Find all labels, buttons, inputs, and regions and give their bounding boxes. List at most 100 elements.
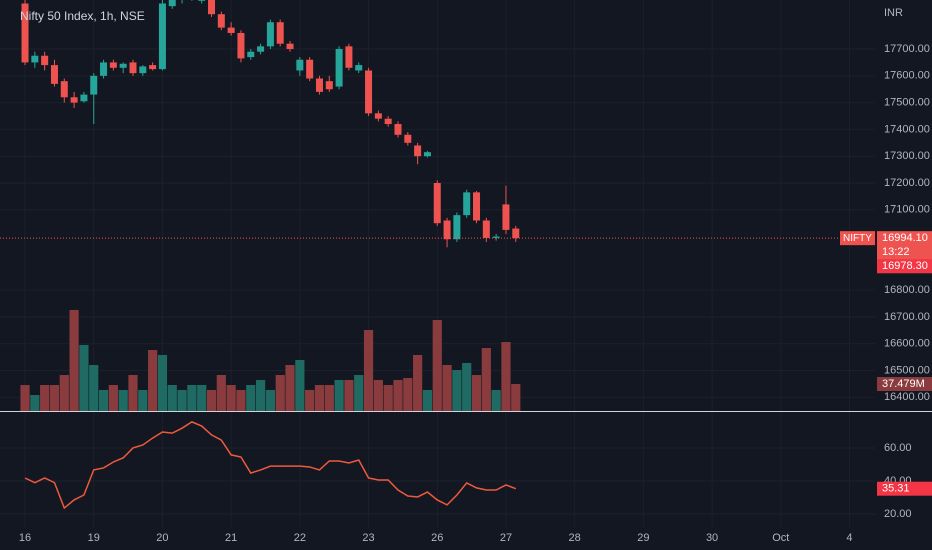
volume-bar <box>481 347 491 411</box>
x-tick-label: 22 <box>294 532 306 544</box>
price-pane <box>0 0 875 248</box>
candle-body <box>198 0 206 1</box>
volume-bar <box>471 374 482 411</box>
volume-bar <box>363 329 374 411</box>
volume-bar <box>246 385 256 411</box>
candle-body <box>70 97 78 103</box>
volume-bar <box>108 385 118 411</box>
y-tick-label: 16800.00 <box>884 284 930 296</box>
rsi-pane <box>24 421 517 510</box>
candle-body <box>217 14 225 28</box>
candle-body <box>473 192 481 221</box>
price-label: 16994.10 <box>882 232 928 244</box>
volume-bar <box>265 389 276 411</box>
candle-body <box>109 62 117 68</box>
candle-body <box>345 46 353 68</box>
candle-body <box>129 62 137 74</box>
x-tick-label: 29 <box>637 532 649 544</box>
volume-bar <box>69 309 79 411</box>
candle-body <box>227 27 235 33</box>
y-tick-label: 60.00 <box>884 442 912 454</box>
candle-body <box>384 118 392 125</box>
candle-body <box>335 49 343 87</box>
rsi-line <box>24 421 517 510</box>
candle-body <box>149 65 157 70</box>
volume-bar <box>98 389 109 411</box>
volume-bar <box>79 344 89 411</box>
volume-pane <box>20 309 521 411</box>
candle-body <box>158 3 166 70</box>
candle-body <box>257 46 265 52</box>
chart-title: Nifty 50 Index, 1h, NSE <box>20 9 145 23</box>
volume-bar <box>89 364 99 411</box>
y-tick-label: 17400.00 <box>884 123 930 135</box>
x-tick-label: 26 <box>431 532 443 544</box>
candle-body <box>355 65 363 71</box>
volume-bar <box>118 389 128 411</box>
volume-bar <box>383 385 393 411</box>
rsi-badge <box>877 481 932 496</box>
volume-bar <box>285 364 295 411</box>
volume-bar <box>216 374 226 411</box>
x-tick-label: 4 <box>846 532 852 544</box>
volume-bar <box>334 379 344 411</box>
volume-bar <box>30 395 40 411</box>
y-tick-label: 16600.00 <box>884 338 930 350</box>
volume-bar <box>442 364 452 411</box>
candle-body <box>276 22 284 44</box>
candle-body <box>100 62 108 76</box>
volume-badge <box>877 377 932 392</box>
x-tick-label: 19 <box>88 532 100 544</box>
candle-body <box>208 0 216 15</box>
volume-bar <box>197 385 207 411</box>
candle-body <box>404 134 412 143</box>
volume-bar <box>255 379 266 411</box>
y-tick-label: 17700.00 <box>884 43 930 55</box>
volume-bar <box>314 385 325 411</box>
y-tick-label: 16400.00 <box>884 391 930 403</box>
y-tick-label: 17600.00 <box>884 70 930 82</box>
volume-bar <box>187 385 197 411</box>
symbol-label: NIFTY <box>843 233 872 244</box>
volume-bar <box>275 374 285 411</box>
volume-bar <box>413 354 423 411</box>
candle-body <box>286 43 294 50</box>
candle-body <box>315 78 323 92</box>
volume-bar <box>422 389 433 411</box>
candle-body <box>463 192 471 216</box>
candle-body <box>502 204 510 230</box>
candle-body <box>41 55 49 66</box>
countdown: 13:22 <box>882 246 910 258</box>
x-tick-label: 23 <box>362 532 374 544</box>
volume-bar <box>226 385 236 411</box>
volume-bar <box>501 342 511 411</box>
volume-bar <box>462 362 472 411</box>
x-tick-label: 28 <box>569 532 581 544</box>
volume-bar <box>432 319 442 411</box>
volume-bar <box>20 385 30 411</box>
volume-bar <box>295 360 305 411</box>
y-tick-label: 17200.00 <box>884 177 930 189</box>
candle-body <box>237 32 245 59</box>
symbol-badge <box>840 231 875 246</box>
candle-body <box>306 59 314 79</box>
second-badge <box>877 259 932 274</box>
volume-bar <box>138 389 148 411</box>
volume-bar <box>324 385 334 411</box>
candle-body <box>423 152 431 157</box>
candle-body <box>325 81 333 90</box>
candle-body <box>168 0 176 7</box>
candle-body <box>60 81 68 98</box>
candle-body <box>266 22 274 47</box>
candle-body <box>50 65 58 84</box>
volume-bar <box>128 374 138 411</box>
y-tick-label: 16500.00 <box>884 364 930 376</box>
volume-bar <box>148 350 158 411</box>
candle-body <box>365 70 373 114</box>
candle-body <box>21 3 29 63</box>
volume-bar <box>452 370 462 411</box>
volume-bar <box>59 374 69 411</box>
candle-body <box>453 215 461 240</box>
